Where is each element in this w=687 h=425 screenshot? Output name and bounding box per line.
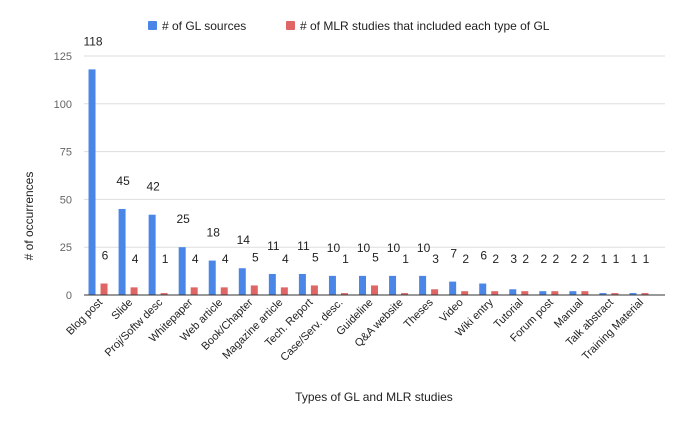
- data-label-mlr-studies: 4: [132, 252, 139, 266]
- data-label-gl-sources: 1: [601, 252, 608, 266]
- data-label-mlr-studies: 6: [102, 249, 109, 263]
- bar-mlr-studies: [491, 291, 499, 295]
- bar-gl-sources: [298, 273, 306, 295]
- y-tick-label: 125: [54, 51, 72, 63]
- bar-gl-sources: [629, 293, 637, 295]
- data-label-gl-sources: 2: [571, 252, 578, 266]
- bar-mlr-studies: [280, 287, 288, 295]
- bar-gl-sources: [148, 214, 156, 295]
- bar-mlr-studies: [100, 283, 108, 295]
- data-label-mlr-studies: 1: [342, 252, 349, 266]
- legend-swatch-gl-sources: [148, 21, 157, 30]
- bar-mlr-studies: [340, 293, 348, 295]
- bar-mlr-studies: [551, 291, 559, 295]
- bar-gl-sources: [328, 275, 336, 295]
- data-label-gl-sources: 10: [357, 241, 371, 255]
- data-label-mlr-studies: 1: [402, 252, 409, 266]
- data-label-gl-sources: 11: [297, 239, 310, 253]
- bar-mlr-studies: [220, 287, 228, 295]
- x-category-label: Theses: [402, 296, 436, 330]
- bar-gl-sources: [569, 291, 577, 295]
- bar-gl-sources: [178, 247, 186, 295]
- bar-mlr-studies: [641, 293, 649, 295]
- data-label-mlr-studies: 2: [462, 252, 469, 266]
- gridlines: [84, 55, 665, 248]
- data-label-mlr-studies: 2: [552, 252, 559, 266]
- data-label-gl-sources: 25: [177, 212, 191, 226]
- data-label-gl-sources: 14: [237, 233, 251, 247]
- bar-mlr-studies: [190, 287, 198, 295]
- bar-mlr-studies: [581, 291, 589, 295]
- bar-gl-sources: [599, 293, 607, 295]
- data-label-mlr-studies: 4: [192, 252, 199, 266]
- data-label-mlr-studies: 5: [252, 250, 259, 264]
- x-category-label: Slide: [109, 297, 135, 323]
- bar-mlr-studies: [521, 291, 529, 295]
- bar-mlr-studies: [160, 293, 168, 295]
- y-axis-title: # of occurrences: [22, 172, 36, 261]
- legend-swatch-mlr-studies: [286, 21, 295, 30]
- bar-gl-sources: [238, 268, 246, 295]
- data-label-gl-sources: 6: [480, 249, 487, 263]
- x-category-label: Video: [438, 297, 466, 325]
- data-label-mlr-studies: 2: [583, 252, 590, 266]
- bar-mlr-studies: [310, 285, 318, 295]
- data-label-mlr-studies: 1: [643, 252, 650, 266]
- y-tick-label: 75: [60, 147, 72, 159]
- data-label-mlr-studies: 1: [162, 252, 169, 266]
- bar-mlr-studies: [611, 293, 619, 295]
- bar-mlr-studies: [461, 291, 469, 295]
- bar-gl-sources: [539, 291, 547, 295]
- data-label-mlr-studies: 2: [522, 252, 529, 266]
- data-label-mlr-studies: 2: [492, 252, 499, 266]
- legend-label-mlr-studies: # of MLR studies that included each type…: [300, 19, 550, 33]
- bar-gl-sources: [359, 275, 366, 295]
- data-label-mlr-studies: 4: [222, 252, 229, 266]
- data-label-gl-sources: 3: [510, 252, 517, 266]
- bar-mlr-studies: [431, 289, 439, 295]
- bar-mlr-studies: [371, 285, 378, 295]
- data-label-mlr-studies: 4: [282, 252, 289, 266]
- bar-gl-sources: [479, 283, 487, 295]
- data-label-mlr-studies: 3: [432, 252, 439, 266]
- data-label-gl-sources: 10: [387, 241, 401, 255]
- y-axis-ticks: 0 25 50 75 100 125: [54, 51, 72, 302]
- bar-mlr-studies: [401, 293, 409, 295]
- data-label-gl-sources: 2: [540, 252, 547, 266]
- data-label-gl-sources: 118: [83, 34, 102, 48]
- bar-gl-sources: [118, 208, 126, 295]
- data-label-gl-sources: 10: [417, 241, 431, 255]
- bar-gl-sources: [449, 281, 457, 295]
- data-label-gl-sources: 7: [450, 247, 457, 261]
- y-tick-label: 100: [54, 99, 72, 111]
- data-label-gl-sources: 11: [267, 239, 280, 253]
- y-tick-label: 0: [66, 290, 72, 302]
- bar-mlr-studies: [130, 287, 138, 295]
- data-label-gl-sources: 18: [207, 226, 221, 240]
- x-axis-title: Types of GL and MLR studies: [295, 390, 453, 404]
- data-label-mlr-studies: 1: [613, 252, 620, 266]
- bars: [88, 69, 649, 295]
- x-category-label: Blog post: [64, 297, 105, 338]
- y-tick-label: 25: [60, 242, 72, 254]
- bar-gl-sources: [509, 289, 517, 295]
- bar-gl-sources: [419, 275, 427, 295]
- bar-gl-sources: [88, 69, 96, 295]
- bar-mlr-studies: [250, 285, 258, 295]
- data-label-gl-sources: 10: [327, 241, 341, 255]
- bar-gl-sources: [268, 273, 276, 295]
- data-label-gl-sources: 45: [116, 174, 130, 188]
- data-label-gl-sources: 1: [631, 252, 638, 266]
- legend-label-gl-sources: # of GL sources: [162, 19, 246, 33]
- data-label-gl-sources: 42: [146, 180, 160, 194]
- y-tick-label: 50: [60, 194, 72, 206]
- data-label-mlr-studies: 5: [372, 250, 379, 264]
- bar-gl-sources: [389, 275, 397, 295]
- bar-gl-sources: [208, 260, 216, 295]
- data-label-mlr-studies: 5: [312, 250, 319, 264]
- legend: # of GL sources # of MLR studies that in…: [148, 19, 550, 33]
